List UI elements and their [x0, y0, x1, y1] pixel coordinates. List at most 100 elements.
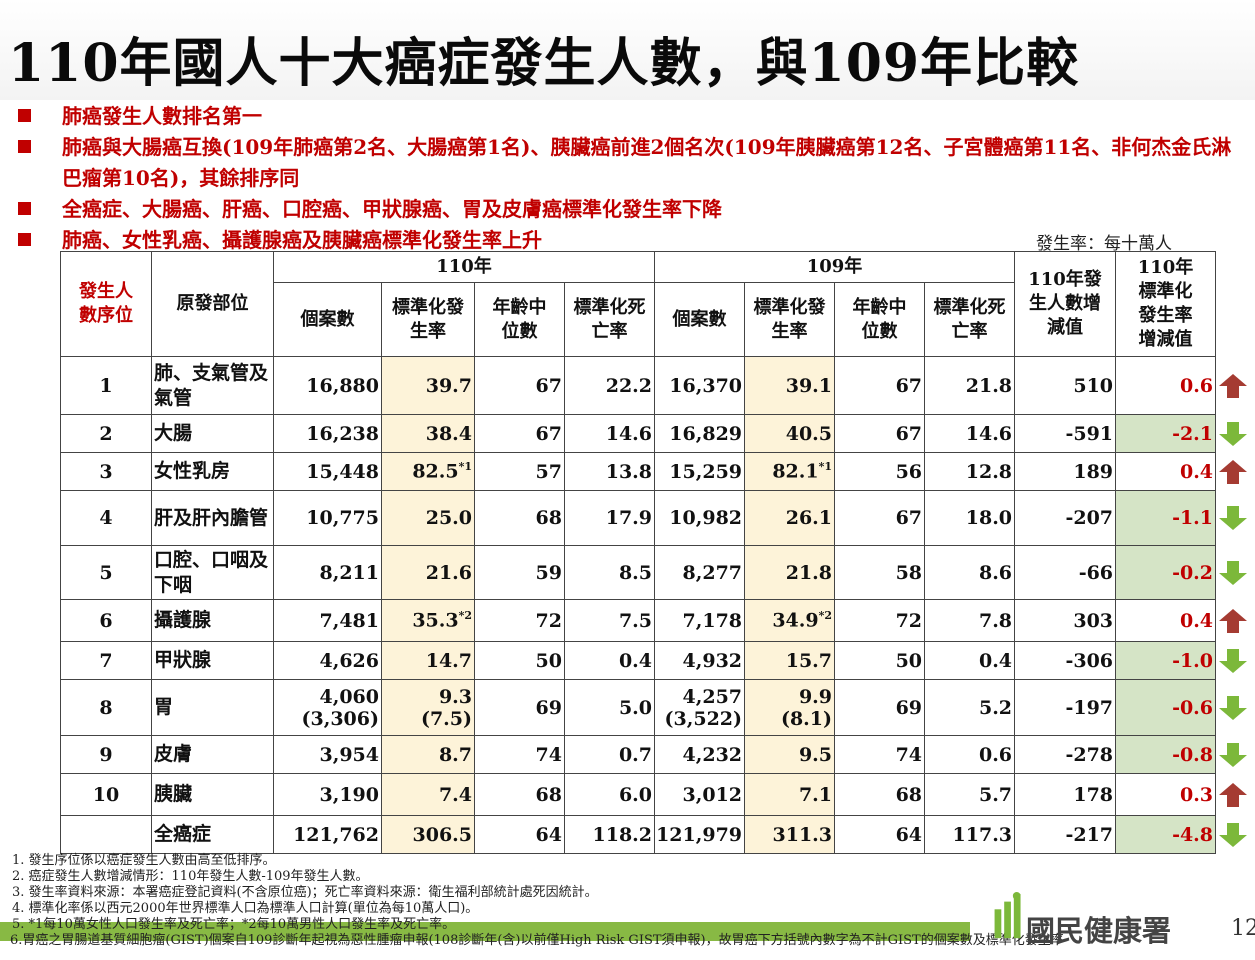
table-cell: 3,012: [654, 773, 746, 816]
footnote: 4. 標準化率係以西元2000年世界標準人口為標準人口計算(單位為每10萬人口)…: [12, 901, 479, 916]
cell-d110: 5.0: [618, 696, 653, 719]
table-cell: [60, 815, 152, 854]
cell-site: 全癌症: [154, 823, 212, 845]
cell-dr: 0.6: [1179, 374, 1214, 397]
arrow-up-icon: [1219, 459, 1247, 484]
table-cell: 口腔、口咽及下咽: [151, 545, 274, 600]
table-cell: 22.2: [563, 356, 656, 415]
cell-rank: 9: [99, 743, 113, 766]
table-cell: 26.1: [744, 490, 836, 546]
header-year-110: 110年: [272, 251, 656, 283]
table-cell: 胃: [151, 679, 274, 736]
cell-r109: 9.5: [798, 743, 833, 766]
cell-a110: 57: [535, 460, 562, 483]
footnote: 3. 發生率資料來源：本署癌症登記資料(不含原位癌)；死亡率資料來源：衛生福利部…: [12, 885, 598, 900]
cell-dc: -591: [1065, 422, 1114, 445]
table-cell: 0.4: [563, 641, 656, 680]
arrow-up-icon: [1219, 608, 1247, 633]
cell-c109: 121,979: [656, 823, 743, 846]
table-cell: 69: [834, 679, 926, 736]
cell-c109: 4,232: [682, 743, 743, 766]
table-cell: 6: [60, 599, 152, 642]
table-cell: 15.7: [744, 641, 836, 680]
table-cell: 0.6: [924, 735, 1016, 774]
table-cell: 67: [834, 490, 926, 546]
arrow-down-icon: [1219, 560, 1247, 585]
table-cell: 0.4: [924, 641, 1016, 680]
cell-dr: -1.1: [1172, 507, 1214, 529]
table-cell: 67: [474, 414, 565, 453]
cell-d110: 0.7: [618, 743, 653, 766]
table-cell: 7: [60, 641, 152, 680]
cell-c110: 10,775: [306, 507, 379, 529]
table-cell: 0.6: [1115, 356, 1217, 415]
table-cell: 15,259: [654, 452, 746, 491]
table-cell: 8.5: [563, 545, 656, 600]
arrow-down-icon: [1219, 742, 1247, 767]
table-row: 7 甲狀腺 4,626 14.7 50 0.4 4,932 15.7 50 0.4 -306 -1.0: [60, 641, 1217, 680]
bullet-item: 肺癌發生人數排名第一: [14, 101, 1234, 132]
cell-r110: 14.7: [425, 649, 472, 672]
cell-r110: 8.7: [438, 743, 472, 766]
cell-c109: 16,370: [669, 374, 743, 397]
cell-r110: 306.5: [412, 823, 473, 846]
cell-a109: 58: [895, 561, 923, 584]
table-cell: 50: [834, 641, 926, 680]
table-cell: 1: [60, 356, 152, 415]
footnote: 5. *1每10萬女性人口發生率及死亡率；*2每10萬男性人口發生率及死亡率。: [12, 917, 456, 932]
table-cell: 7.4: [381, 773, 475, 816]
table-cell: 7.5: [563, 599, 656, 642]
cell-a109: 68: [895, 783, 923, 806]
cell-c109: 4,932: [682, 649, 743, 672]
cell-a109: 74: [895, 743, 923, 766]
header-median-age-109: 年齡中位數: [834, 282, 926, 357]
bullet-square-icon: [18, 233, 31, 246]
cell-r109: 39.1: [785, 374, 833, 397]
cell-c110: 4,060: [319, 685, 380, 708]
table-row: 10 胰臟 3,190 7.4 68 6.0 3,012 7.1 68 5.7 178 0.3: [60, 773, 1217, 816]
table-cell: 3: [60, 452, 152, 491]
table-cell: 68: [474, 773, 565, 816]
table-cell: 12.8: [924, 452, 1016, 491]
table-cell: 72: [474, 599, 565, 642]
table-cell: 8,277: [654, 545, 746, 600]
cell-dc: 303: [1073, 609, 1114, 632]
cell-d109: 5.7: [978, 783, 1013, 806]
cell-d109: 5.2: [978, 696, 1013, 719]
cell-c110b: (3,306): [301, 707, 379, 730]
header-year-109: 109年: [654, 251, 1016, 283]
table-cell: 5: [60, 545, 152, 600]
cell-a109: 72: [895, 609, 923, 632]
table-cell: 34.9*2: [744, 599, 836, 642]
cell-c109b: (3,522): [664, 707, 743, 730]
table-cell: 57: [474, 452, 565, 491]
table-cell: 35.3*2: [381, 599, 475, 642]
table-cell: 4,626: [273, 641, 382, 680]
cell-d110: 22.2: [605, 374, 653, 397]
cell-rank: 7: [99, 649, 113, 672]
table-cell: -4.8: [1115, 815, 1217, 854]
cell-c109: 3,012: [682, 783, 743, 806]
table-cell: 69: [474, 679, 565, 736]
table-cell: 39.7: [381, 356, 475, 415]
cell-d110: 118.2: [592, 823, 653, 846]
table-cell: -591: [1014, 414, 1117, 453]
cell-dc: -207: [1065, 507, 1114, 529]
cell-r109: 15.7: [785, 649, 833, 672]
table-cell: -2.1: [1115, 414, 1217, 453]
table-cell: 10,775: [273, 490, 382, 546]
cell-a109: 67: [895, 374, 923, 397]
cell-rank: 5: [99, 561, 113, 584]
cell-r109: 82.1: [772, 460, 819, 483]
table-cell: 39.1: [744, 356, 836, 415]
cell-c110: 7,481: [319, 609, 380, 632]
cell-dc: -66: [1078, 561, 1114, 584]
footnote-marker: *1: [818, 460, 833, 474]
cell-c109: 4,257: [682, 685, 743, 708]
cell-d109: 7.8: [978, 609, 1013, 632]
cell-d110: 14.6: [605, 422, 653, 445]
cell-d110: 13.8: [605, 460, 653, 483]
table-cell: 肝及肝內膽管: [151, 490, 274, 546]
cell-c109: 10,982: [669, 507, 743, 529]
cell-c110: 16,880: [306, 374, 379, 397]
